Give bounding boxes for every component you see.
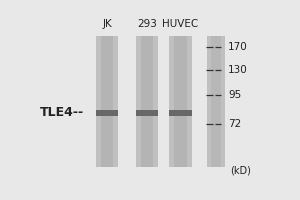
- Text: 95: 95: [228, 90, 242, 100]
- Text: (kD): (kD): [230, 165, 251, 175]
- Bar: [174, 36, 187, 167]
- Bar: [169, 36, 191, 167]
- Text: 170: 170: [228, 42, 248, 52]
- Bar: [96, 110, 118, 116]
- Text: TLE4--: TLE4--: [40, 106, 84, 119]
- Text: JK: JK: [102, 19, 112, 29]
- Bar: [96, 36, 118, 167]
- Bar: [141, 36, 153, 167]
- Bar: [101, 36, 113, 167]
- Bar: [136, 110, 158, 116]
- Bar: [169, 110, 191, 116]
- Text: 130: 130: [228, 65, 248, 75]
- Bar: [211, 36, 221, 167]
- Text: HUVEC: HUVEC: [162, 19, 199, 29]
- Text: 293: 293: [137, 19, 157, 29]
- Bar: [207, 36, 225, 167]
- Text: 72: 72: [228, 119, 242, 129]
- Bar: [136, 36, 158, 167]
